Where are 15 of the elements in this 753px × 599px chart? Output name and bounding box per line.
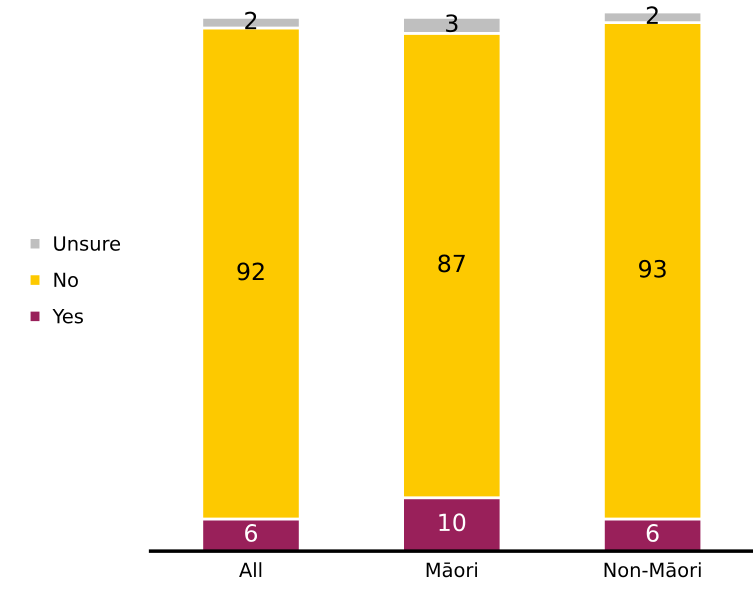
- x-tick-label: Māori: [426, 562, 477, 578]
- legend-label: Yes: [52, 309, 83, 324]
- legend-label: Unsure: [54, 236, 120, 251]
- legend-label: No: [54, 272, 78, 288]
- data-label: 2: [245, 12, 256, 30]
- data-label: 6: [245, 524, 258, 542]
- data-label: 2: [646, 6, 658, 24]
- data-label: 6: [646, 524, 659, 542]
- x-tick-label: Non-Māori: [604, 562, 701, 578]
- data-label: 3: [446, 14, 458, 32]
- data-label: 92: [237, 262, 264, 280]
- data-label: 10: [439, 513, 466, 532]
- data-label: 93: [639, 260, 666, 278]
- x-tick-label: All: [239, 562, 262, 577]
- data-label: 87: [438, 254, 465, 272]
